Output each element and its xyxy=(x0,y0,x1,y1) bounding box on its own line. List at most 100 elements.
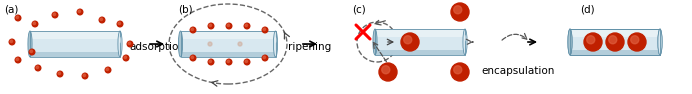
Text: encapsulation: encapsulation xyxy=(482,66,555,76)
Ellipse shape xyxy=(568,29,572,55)
Ellipse shape xyxy=(105,67,111,73)
Bar xyxy=(181,31,275,57)
Ellipse shape xyxy=(463,29,467,55)
Bar xyxy=(181,52,275,57)
Ellipse shape xyxy=(244,23,250,29)
Ellipse shape xyxy=(451,3,469,21)
Text: (a): (a) xyxy=(4,4,19,14)
Ellipse shape xyxy=(190,27,196,33)
Ellipse shape xyxy=(244,59,250,65)
Ellipse shape xyxy=(451,63,469,81)
Bar xyxy=(30,31,120,39)
Ellipse shape xyxy=(58,72,61,75)
Bar xyxy=(570,29,660,55)
Bar xyxy=(375,29,465,37)
Ellipse shape xyxy=(262,27,268,33)
Ellipse shape xyxy=(118,22,120,25)
Ellipse shape xyxy=(464,35,466,41)
Ellipse shape xyxy=(658,29,662,55)
Bar xyxy=(570,29,660,37)
Ellipse shape xyxy=(36,66,39,69)
Ellipse shape xyxy=(78,9,83,15)
Ellipse shape xyxy=(659,35,661,41)
Ellipse shape xyxy=(226,59,232,65)
Bar xyxy=(375,29,465,55)
Ellipse shape xyxy=(403,36,412,44)
Ellipse shape xyxy=(124,56,127,59)
Ellipse shape xyxy=(238,42,242,46)
Bar xyxy=(570,29,660,55)
Text: (d): (d) xyxy=(580,4,594,14)
Ellipse shape xyxy=(106,68,109,71)
Ellipse shape xyxy=(179,31,183,57)
Ellipse shape xyxy=(209,24,212,27)
Ellipse shape xyxy=(208,23,214,29)
Ellipse shape xyxy=(127,41,133,47)
Ellipse shape xyxy=(128,42,131,45)
Ellipse shape xyxy=(117,21,122,27)
Bar xyxy=(30,52,120,57)
Ellipse shape xyxy=(123,55,129,61)
Bar xyxy=(375,50,465,55)
Ellipse shape xyxy=(226,23,232,29)
Ellipse shape xyxy=(263,56,266,59)
Ellipse shape xyxy=(9,39,15,45)
Ellipse shape xyxy=(273,31,277,57)
Ellipse shape xyxy=(190,55,196,61)
Text: (c): (c) xyxy=(352,4,366,14)
Ellipse shape xyxy=(100,18,102,21)
Ellipse shape xyxy=(208,59,214,65)
Ellipse shape xyxy=(568,29,572,55)
Bar xyxy=(30,31,120,57)
Ellipse shape xyxy=(99,17,104,23)
Ellipse shape xyxy=(33,22,35,25)
Ellipse shape xyxy=(401,33,419,51)
Text: adsorption: adsorption xyxy=(129,42,185,52)
Bar xyxy=(375,29,465,55)
Ellipse shape xyxy=(83,74,86,77)
Ellipse shape xyxy=(630,36,639,44)
Ellipse shape xyxy=(245,24,248,27)
Ellipse shape xyxy=(209,60,212,63)
Ellipse shape xyxy=(587,36,595,44)
Ellipse shape xyxy=(227,24,230,27)
Ellipse shape xyxy=(275,37,277,43)
Ellipse shape xyxy=(658,29,662,55)
Ellipse shape xyxy=(263,28,266,31)
Ellipse shape xyxy=(191,56,194,59)
Ellipse shape xyxy=(16,58,19,61)
Ellipse shape xyxy=(584,33,602,51)
Ellipse shape xyxy=(30,50,33,53)
Ellipse shape xyxy=(262,55,268,61)
Ellipse shape xyxy=(379,63,397,81)
Ellipse shape xyxy=(454,66,462,74)
Bar xyxy=(570,50,660,55)
Ellipse shape xyxy=(33,21,38,27)
Ellipse shape xyxy=(28,31,32,57)
Ellipse shape xyxy=(628,33,646,51)
Ellipse shape xyxy=(53,13,55,16)
Ellipse shape xyxy=(10,40,12,43)
Ellipse shape xyxy=(245,60,248,63)
Ellipse shape xyxy=(373,29,377,55)
Bar xyxy=(181,31,275,39)
Bar xyxy=(570,29,660,55)
Ellipse shape xyxy=(191,28,194,31)
Ellipse shape xyxy=(78,10,80,13)
Ellipse shape xyxy=(208,42,212,46)
Ellipse shape xyxy=(52,12,58,18)
Ellipse shape xyxy=(57,71,63,77)
Ellipse shape xyxy=(609,36,617,44)
Ellipse shape xyxy=(29,49,35,55)
Ellipse shape xyxy=(15,15,21,21)
Ellipse shape xyxy=(16,16,19,19)
Bar xyxy=(30,31,120,57)
Ellipse shape xyxy=(606,33,624,51)
Bar xyxy=(181,31,275,57)
Ellipse shape xyxy=(118,31,122,57)
Ellipse shape xyxy=(35,65,41,71)
Ellipse shape xyxy=(82,73,88,79)
Ellipse shape xyxy=(227,60,230,63)
Ellipse shape xyxy=(15,57,21,63)
Text: (b): (b) xyxy=(178,4,192,14)
